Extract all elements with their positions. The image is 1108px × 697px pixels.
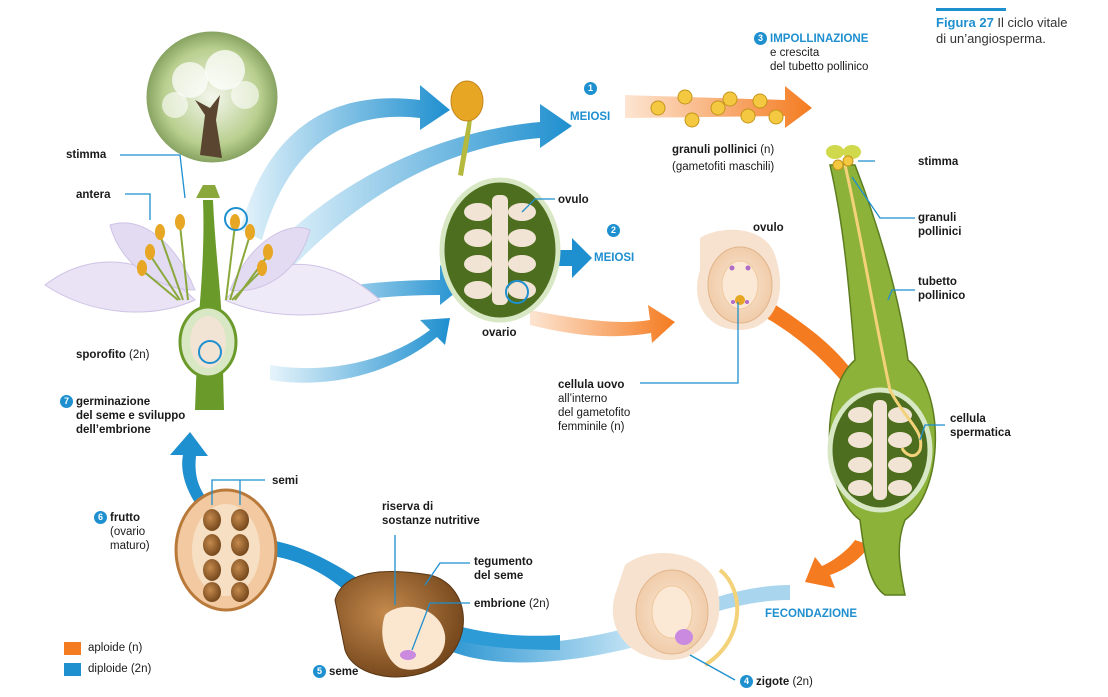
pollen-grains xyxy=(650,89,784,128)
flower-sporophyte xyxy=(44,185,381,410)
label-tubetto: tubetto pollinico xyxy=(918,275,965,303)
step-3-sub-1: e crescita xyxy=(770,47,820,59)
label-stimma-left: stimma xyxy=(66,149,107,161)
label-tegumento: tegumento del seme xyxy=(474,555,533,583)
label-antera: antera xyxy=(76,189,111,201)
cellula-uovo-2: all’interno xyxy=(558,393,608,405)
step-6-sub-2: maturo) xyxy=(110,540,150,552)
caption-bar xyxy=(936,8,1006,11)
step-6-sub-1: (ovario xyxy=(110,526,146,538)
label-sporofito: sporofito (2n) xyxy=(76,348,149,362)
tubetto-1: tubetto xyxy=(918,276,957,288)
ovary-section xyxy=(439,177,561,323)
legend-swatch-haploid xyxy=(64,642,81,655)
step-7-title: germinazione xyxy=(76,396,151,408)
zygote-ovule xyxy=(612,553,740,667)
step-3-label: 3 IMPOLLINAZIONE e crescita del tubetto p… xyxy=(754,32,868,74)
caption-line-2: di un’angiosperma. xyxy=(936,31,1046,46)
step-7-number: 7 xyxy=(60,395,73,408)
label-ovulo-right: ovulo xyxy=(753,222,784,234)
riserva-1: riserva di xyxy=(382,501,434,513)
label-cellula-uovo: cellula uovo all’interno del gametofito … xyxy=(558,378,630,434)
step-2-number-wrap: 2 xyxy=(607,224,623,238)
label-ovulo-top: ovulo xyxy=(558,194,589,206)
stamen-illustration xyxy=(450,80,484,176)
embrione-text: embrione xyxy=(474,598,526,610)
label-embrione: embrione (2n) xyxy=(474,597,549,611)
apple-tree-photo xyxy=(143,28,281,166)
step-1-number-wrap: 1 xyxy=(584,82,600,96)
label-granuli-pollinici: granuli pollinici (n) xyxy=(672,143,774,157)
sporofito-ploidy: (2n) xyxy=(129,349,150,361)
label-cellula-spermatica: cellula spermatica xyxy=(950,412,1011,440)
granuli-right-1: granuli xyxy=(918,212,957,224)
step-4-label: 4 zigote (2n) xyxy=(740,675,813,689)
leader-lines xyxy=(120,154,945,681)
step-6-label: 6 frutto (ovario maturo) xyxy=(94,511,150,553)
tubetto-2: pollinico xyxy=(918,290,966,302)
cellula-uovo-4: femminile (n) xyxy=(558,421,625,433)
tegumento-1: tegumento xyxy=(474,556,533,568)
tegumento-2: del seme xyxy=(474,570,524,582)
pistil-illustration xyxy=(826,145,937,596)
step-6-title: frutto xyxy=(110,512,141,524)
label-semi: semi xyxy=(272,475,299,487)
caption-line-1: Il ciclo vitale xyxy=(997,15,1068,30)
cellula-2: spermatica xyxy=(950,427,1011,439)
fruit-illustration xyxy=(174,488,278,612)
label-riserva: riserva di sostanze nutritive xyxy=(382,500,480,528)
step-5-number: 5 xyxy=(313,665,326,678)
label-gametofiti-maschili: (gametofiti maschili) xyxy=(672,161,775,173)
label-granuli-right: granuli pollinici xyxy=(918,211,961,239)
step-2-title: MEIOSI xyxy=(594,252,635,264)
granuli-ploidy: (n) xyxy=(760,144,775,156)
step-4-number: 4 xyxy=(740,675,753,688)
cellula-uovo-3: del gametofito xyxy=(558,407,631,419)
embrione-ploidy: (2n) xyxy=(528,598,550,610)
step-7-label: 7 germinazione del seme e sviluppo dell’e… xyxy=(60,395,185,437)
ovule-illustration xyxy=(696,229,781,330)
cellula-uovo-1: cellula uovo xyxy=(558,379,625,391)
step-1-number: 1 xyxy=(584,82,597,95)
seed-illustration xyxy=(334,570,464,678)
riserva-2: sostanze nutritive xyxy=(382,515,480,527)
step-1-title: MEIOSI xyxy=(570,111,611,123)
granuli-right-2: pollinici xyxy=(918,226,962,238)
step-7-sub-1: del seme e sviluppo xyxy=(76,410,186,422)
label-fecondazione: FECONDAZIONE xyxy=(765,608,857,620)
step-2-number: 2 xyxy=(607,224,620,237)
figure-caption: Figura 27 Il ciclo vitale di un’angiospe… xyxy=(936,8,1068,47)
legend-label-diploid: diploide (2n) xyxy=(88,663,152,675)
figure-number: Figura 27 xyxy=(936,15,994,30)
label-stimma-right: stimma xyxy=(918,156,959,168)
step-4-title: zigote xyxy=(756,676,790,688)
step-5-label: 5 seme xyxy=(313,665,358,679)
step-3-title: IMPOLLINAZIONE xyxy=(770,33,869,45)
sporofito-text: sporofito xyxy=(76,349,126,361)
step-6-number: 6 xyxy=(94,511,107,524)
step-5-title: seme xyxy=(329,666,359,678)
step-7-sub-2: dell’embrione xyxy=(76,424,151,436)
step-3-sub-2: del tubetto pollinico xyxy=(770,61,869,73)
step-3-number: 3 xyxy=(754,32,767,45)
step-4-suffix: (2n) xyxy=(792,676,813,688)
granuli-text: granuli pollinici xyxy=(672,144,757,156)
cellula-1: cellula xyxy=(950,413,986,425)
legend-swatch-diploid xyxy=(64,663,81,676)
legend-label-haploid: aploide (n) xyxy=(88,642,143,654)
label-ovario: ovario xyxy=(482,327,517,339)
